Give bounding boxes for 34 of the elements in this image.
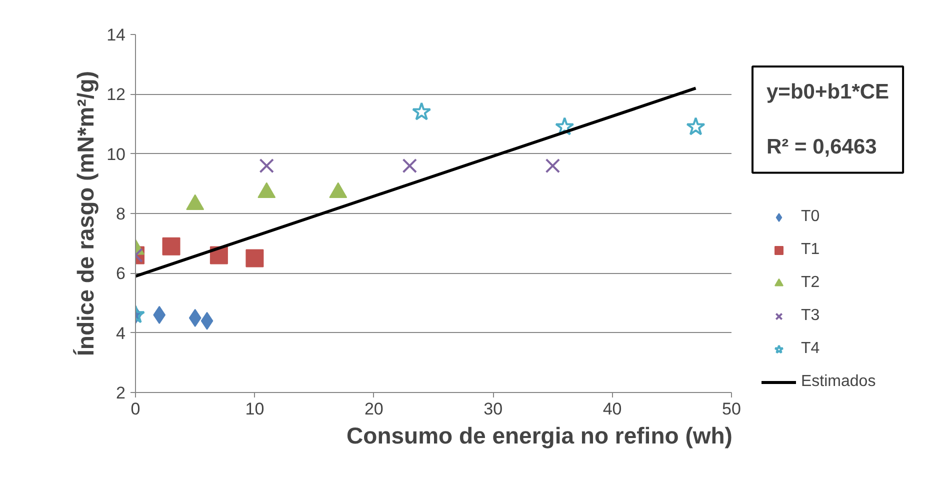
point (188, 308, 202, 327)
text: R² = 0,6463 (766, 136, 877, 159)
x-tick-label: 30 (484, 400, 503, 418)
point (153, 306, 166, 324)
point (246, 249, 264, 268)
point (200, 312, 214, 330)
x-tick-label: 0 (130, 400, 140, 418)
point (412, 102, 432, 120)
x-tick-label: 40 (602, 400, 622, 418)
legend-label: T0 (801, 208, 821, 226)
legend-label: T2 (801, 274, 821, 292)
text: y=b0+b1*CE (766, 80, 890, 104)
point (162, 237, 180, 256)
legend-label: T3 (801, 307, 821, 325)
y-tick-label: 4 (116, 324, 126, 343)
y-tick-label: 14 (106, 26, 126, 44)
point (545, 158, 560, 174)
point (402, 158, 418, 174)
point (259, 158, 274, 174)
y-tick-label: 6 (116, 264, 126, 284)
y-axis-title: Índice de rasgo (mN*m²/g) (72, 71, 99, 356)
legend-label: Estimados (801, 373, 876, 391)
y-tick-label: 8 (116, 204, 126, 224)
y-tick-label: 12 (106, 85, 126, 104)
y-tick-label: 10 (106, 144, 126, 164)
y-tick-label: 2 (116, 384, 126, 402)
x-tick-label: 50 (722, 400, 741, 418)
legend-label: T1 (801, 241, 821, 259)
legend-label: T4 (801, 340, 821, 358)
point (686, 116, 706, 136)
x-tick-label: 20 (364, 400, 384, 418)
x-axis-title: Consumo de energia no refino (wh) (346, 422, 732, 448)
x-tick-label: 10 (245, 400, 264, 418)
point (555, 116, 574, 136)
